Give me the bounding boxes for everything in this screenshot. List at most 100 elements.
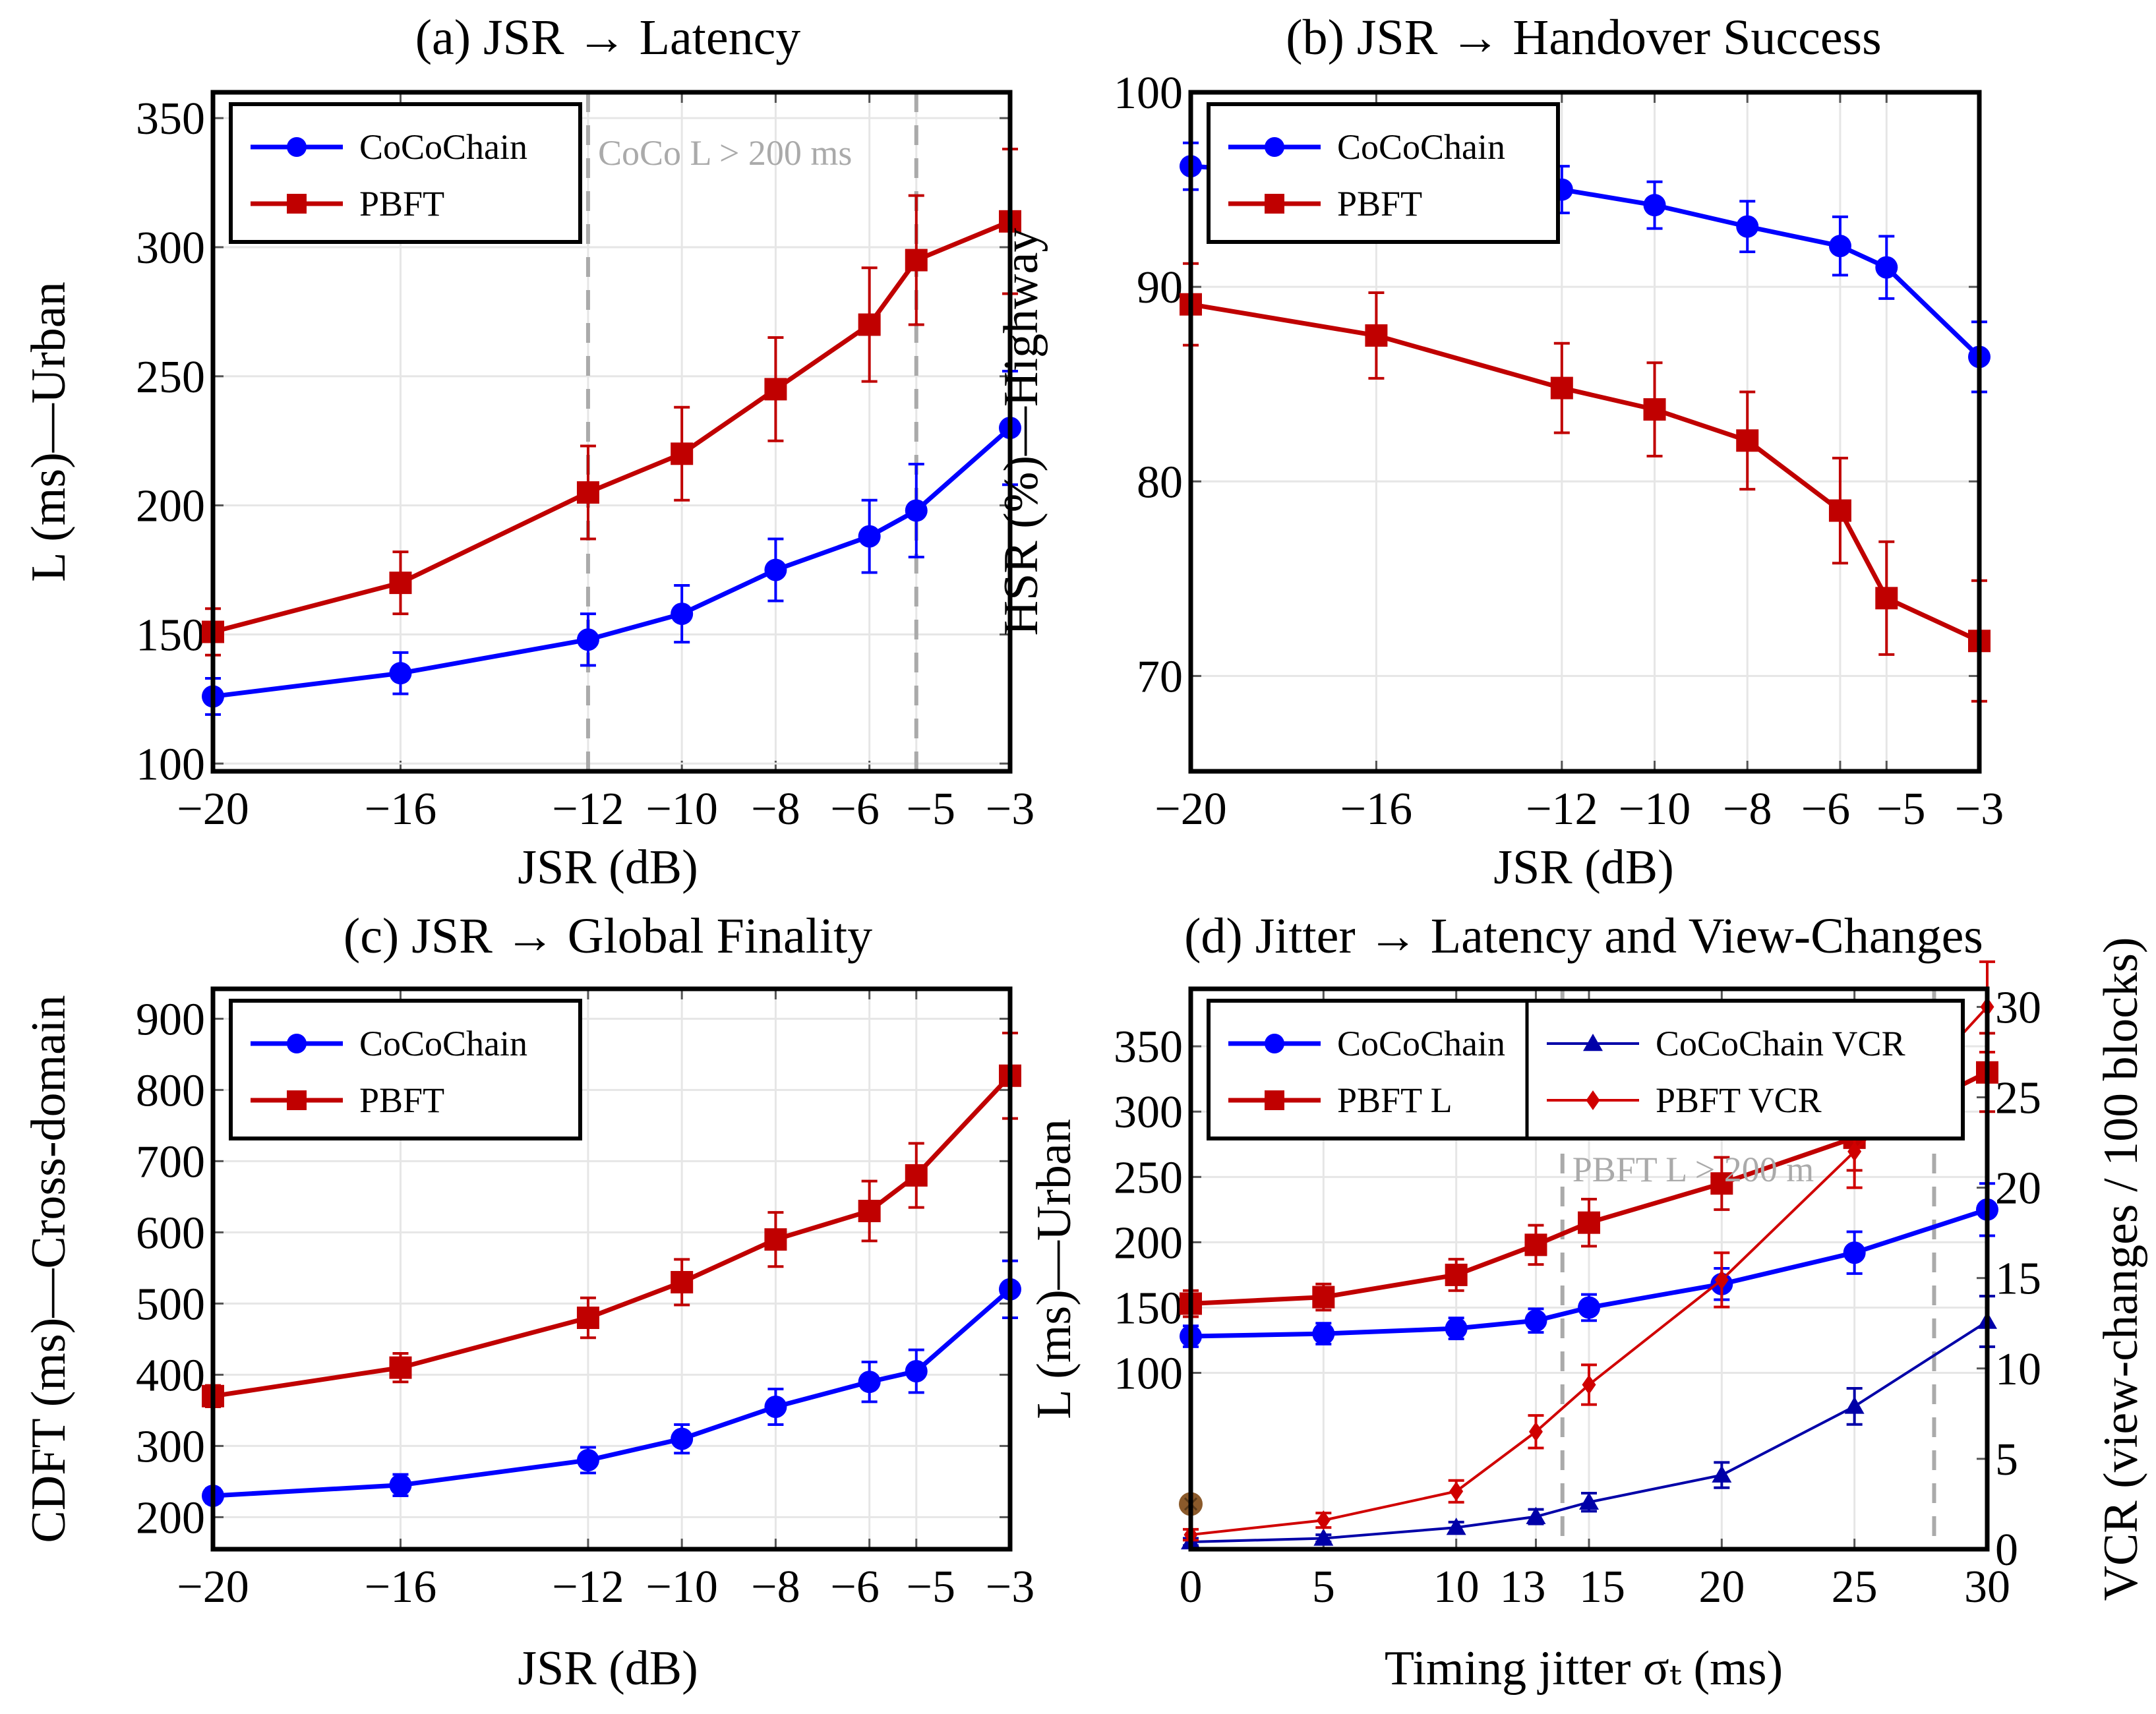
- legend-label: PBFT: [359, 184, 444, 223]
- y-axis-label: CDFT (ms)—Cross-domain: [22, 995, 76, 1543]
- y-tick-label: 80: [1137, 457, 1183, 508]
- data-point: [1643, 194, 1666, 217]
- data-point: [1712, 1465, 1732, 1483]
- x-tick-label: 25: [1832, 1562, 1878, 1612]
- y-tick-label: 350: [136, 94, 205, 144]
- x-tick-label: −8: [751, 1562, 800, 1612]
- data-point: [764, 1228, 787, 1251]
- data-point: [764, 1395, 787, 1418]
- x-tick-label: −3: [986, 784, 1034, 835]
- data-point: [1714, 1270, 1729, 1290]
- data-point: [1578, 1296, 1600, 1319]
- data-point: [1365, 324, 1388, 347]
- x-tick-label: 5: [1312, 1562, 1335, 1612]
- legend-label: CoCoChain VCR: [1656, 1024, 1905, 1063]
- legend-box: [229, 102, 582, 244]
- data-point: [1316, 1510, 1331, 1531]
- legend-marker: [1265, 137, 1284, 157]
- data-point: [1445, 1317, 1468, 1340]
- data-point: [858, 1199, 881, 1222]
- data-point: [389, 572, 412, 595]
- legend: CoCoChain PBFT: [229, 999, 582, 1140]
- data-point: [1312, 1322, 1335, 1345]
- y-tick-label: 250: [1114, 1152, 1183, 1203]
- data-point: [1875, 587, 1898, 610]
- data-point: [905, 499, 928, 522]
- y-tick-label: 200: [136, 1492, 205, 1543]
- plot-frame: [210, 90, 1013, 774]
- legend: CoCoChain PBFT: [229, 102, 582, 244]
- data-point: [1445, 1263, 1468, 1286]
- data-point: [858, 1371, 881, 1394]
- legend-marker: [1265, 1034, 1284, 1053]
- series-line: [1190, 1320, 1989, 1544]
- data-point: [1524, 1309, 1547, 1332]
- x-tick-label: −5: [1876, 784, 1925, 835]
- x-tick-label: −16: [365, 784, 436, 835]
- y-tick-label: 400: [136, 1350, 205, 1401]
- data-point: [764, 378, 787, 401]
- data-point: [905, 1164, 928, 1187]
- data-point: [1524, 1233, 1547, 1256]
- panel-title: (b) JSR → Handover Success: [1286, 10, 1881, 65]
- data-point: [1875, 256, 1898, 279]
- panel-c-finality: −20 −16 −12 −10 −8 −6 −5 −3 200 300 400 500 600 700 80…: [22, 908, 1034, 1696]
- x-axis-label: Timing jitter σₜ (ms): [1385, 1641, 1783, 1696]
- data-point: [576, 1448, 599, 1471]
- data-point: [1710, 1172, 1733, 1195]
- data-point: [576, 1306, 599, 1329]
- data-point: [1578, 1211, 1600, 1234]
- data-point: [1312, 1286, 1335, 1309]
- y-tick-label: 800: [136, 1065, 205, 1116]
- data-point: [1526, 1506, 1546, 1524]
- panel-d-jitter: 0 5 10 13 15 20 25 30 100 150 200 250 300 350 0 5 10 15 20…: [1027, 908, 2148, 1696]
- legend-label: PBFT VCR: [1656, 1080, 1822, 1120]
- data-point: [389, 662, 412, 685]
- series-cocochain: [1180, 1182, 1998, 1348]
- x-tick-label: −6: [830, 1562, 879, 1612]
- x-tick-label: −3: [1955, 784, 2004, 835]
- y-axis-label: L (ms)—Urban: [1027, 1119, 1081, 1419]
- series-cocochain: [202, 369, 1021, 716]
- data-point: [671, 1427, 694, 1450]
- y-tick-label: 100: [1114, 1349, 1183, 1400]
- legend-marker: [287, 1090, 307, 1110]
- data-point: [858, 525, 881, 548]
- series-cocochain: [202, 1259, 1021, 1507]
- y2-axis-label: VCR (view-changes / 100 blocks): [2094, 937, 2148, 1601]
- legend-marker: [287, 194, 307, 214]
- legend-marker: [1586, 1090, 1600, 1110]
- x-tick-label: −12: [1526, 784, 1598, 835]
- y-tick-label: 150: [136, 610, 205, 661]
- legend-label: CoCoChain: [359, 127, 527, 167]
- legend-marker: [1265, 1090, 1284, 1110]
- legend: CoCoChain PBFT: [1207, 102, 1560, 244]
- data-point: [1313, 1528, 1334, 1546]
- legend-box: [1207, 102, 1560, 244]
- y2-tick-label: 25: [1995, 1073, 2041, 1124]
- x-tick-label: −5: [907, 1562, 955, 1612]
- y-tick-label: 900: [136, 994, 205, 1045]
- panel-title: (d) Jitter → Latency and View-Changes: [1184, 908, 1983, 964]
- x-tick-label: −3: [986, 1562, 1034, 1612]
- x-tick-label: −6: [1801, 784, 1850, 835]
- panel-title: (c) JSR → Global Finality: [344, 908, 872, 964]
- data-point: [1736, 215, 1759, 238]
- data-point: [1446, 1518, 1466, 1535]
- y-tick-label: 150: [1114, 1283, 1183, 1334]
- legend-box: [1207, 999, 1965, 1140]
- series-cocochain: [1180, 141, 1991, 394]
- legend-label: CoCoChain: [359, 1024, 527, 1063]
- y-axis-label: HSR (%)—Highway: [994, 228, 1048, 636]
- legend-label: CoCoChain: [1337, 1024, 1505, 1063]
- y-tick-label: 100: [136, 739, 205, 790]
- data-point: [1847, 1141, 1862, 1162]
- series-line: [212, 1287, 1012, 1498]
- legend-box: [229, 999, 582, 1140]
- x-tick-label: −10: [645, 1562, 717, 1612]
- data-point: [905, 1359, 928, 1382]
- threshold-annotation: PBFT L > 200 m: [1572, 1150, 1814, 1189]
- x-tick-label: −12: [552, 1562, 624, 1612]
- series-line: [212, 426, 1012, 699]
